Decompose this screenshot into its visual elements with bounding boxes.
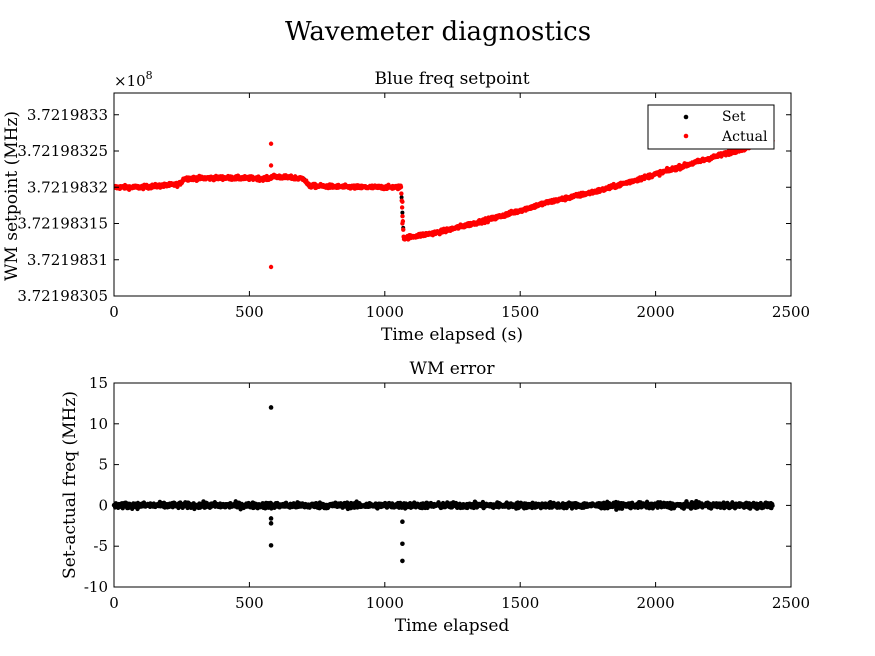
setpoint-x-tick-label: 500	[235, 303, 264, 321]
error-x-tick-label: 2500	[772, 594, 810, 612]
error-y-axis-label: Set-actual freq (MHz)	[60, 391, 80, 579]
setpoint-y-tick-label: 3.7219833	[27, 106, 108, 124]
actual-outlier-point	[268, 141, 274, 146]
error-x-tick-label: 1500	[501, 594, 539, 612]
setpoint-y-tick-label: 3.72198305	[17, 287, 108, 305]
error-x-tick-label: 1000	[366, 594, 404, 612]
setpoint-x-tick-label: 1000	[366, 303, 404, 321]
setpoint-y-tick-label: 3.72198325	[17, 142, 108, 160]
error-x-axis-label: Time elapsed	[395, 616, 510, 636]
error-y-tick-label: 10	[89, 415, 108, 433]
error-outlier-point	[268, 543, 274, 548]
setpoint-y-tick-label: 3.7219832	[27, 178, 108, 196]
actual-point	[401, 227, 406, 232]
actual-point	[398, 184, 404, 190]
error-outlier-point	[268, 521, 274, 526]
setpoint-y-tick-label: 3.7219831	[27, 251, 108, 269]
error-outlier-point	[400, 558, 405, 564]
legend-label-actual: Actual	[721, 129, 768, 145]
actual-outlier-point	[268, 264, 274, 270]
actual-point	[399, 205, 405, 210]
actual-point	[399, 191, 404, 196]
setpoint-x-axis-label: Time elapsed (s)	[381, 325, 523, 345]
error-point	[770, 503, 775, 508]
setpoint-y-axis-label: WM setpoint (MHz)	[2, 111, 22, 281]
error-y-tick-label: 0	[98, 496, 108, 514]
setpoint-panel-title: Blue freq setpoint	[374, 69, 529, 89]
error-y-tick-label: -5	[93, 537, 108, 555]
setpoint-panel: 0 500 1000 1500 2000 2500 3.72198305 3.7219831 3…	[2, 69, 810, 345]
legend-marker-set	[683, 114, 689, 120]
error-outlier-point	[400, 519, 405, 525]
error-y-tick-label: 5	[98, 456, 108, 474]
setpoint-y-exponent-power: 8	[146, 69, 153, 82]
setpoint-x-tick-label: 2500	[772, 303, 810, 321]
error-outlier-point	[268, 405, 274, 410]
error-outlier-point	[400, 541, 405, 547]
setpoint-x-tick-label: 0	[109, 303, 119, 321]
setpoint-y-exponent-base: ×10	[114, 72, 146, 90]
figure-title: Wavemeter diagnostics	[285, 17, 591, 47]
set-point	[399, 195, 404, 200]
error-plot-area	[114, 383, 791, 587]
error-y-tick-label: 15	[89, 374, 108, 392]
actual-outlier-point	[400, 221, 405, 226]
actual-outlier-point	[268, 163, 274, 168]
error-x-tick-label: 500	[235, 594, 264, 612]
error-outlier-point	[268, 516, 274, 521]
actual-point	[400, 214, 405, 219]
legend-label-set: Set	[722, 109, 746, 125]
setpoint-y-tick-label: 3.72198315	[17, 215, 108, 233]
error-panel: 0 500 1000 1500 2000 2500 -10 -5 0 5 10 15 WM error…	[60, 359, 810, 636]
error-x-tick-label: 2000	[637, 594, 675, 612]
set-point	[400, 210, 405, 215]
setpoint-legend: Set Actual	[647, 104, 775, 150]
setpoint-x-tick-label: 2000	[637, 303, 675, 321]
legend-marker-actual	[683, 133, 689, 139]
error-panel-title: WM error	[410, 359, 496, 379]
setpoint-y-exponent: ×108	[114, 69, 153, 90]
error-x-tick-label: 0	[109, 594, 119, 612]
setpoint-x-tick-label: 1500	[501, 303, 539, 321]
actual-outlier-point	[400, 199, 405, 204]
error-y-tick-label: -10	[84, 578, 108, 596]
